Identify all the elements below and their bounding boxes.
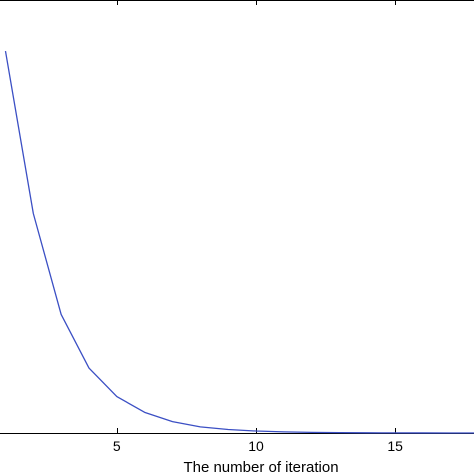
x-ticks: 5 10 15 [113, 0, 403, 454]
series-group [4, 50, 474, 434]
axes-frame [0, 0, 474, 434]
series-line [4, 50, 474, 434]
x-axis-label: The number of iteration [183, 459, 338, 474]
x-tick-label: 15 [387, 438, 403, 454]
x-tick-label: 10 [248, 438, 264, 454]
x-tick-label: 5 [113, 438, 121, 454]
